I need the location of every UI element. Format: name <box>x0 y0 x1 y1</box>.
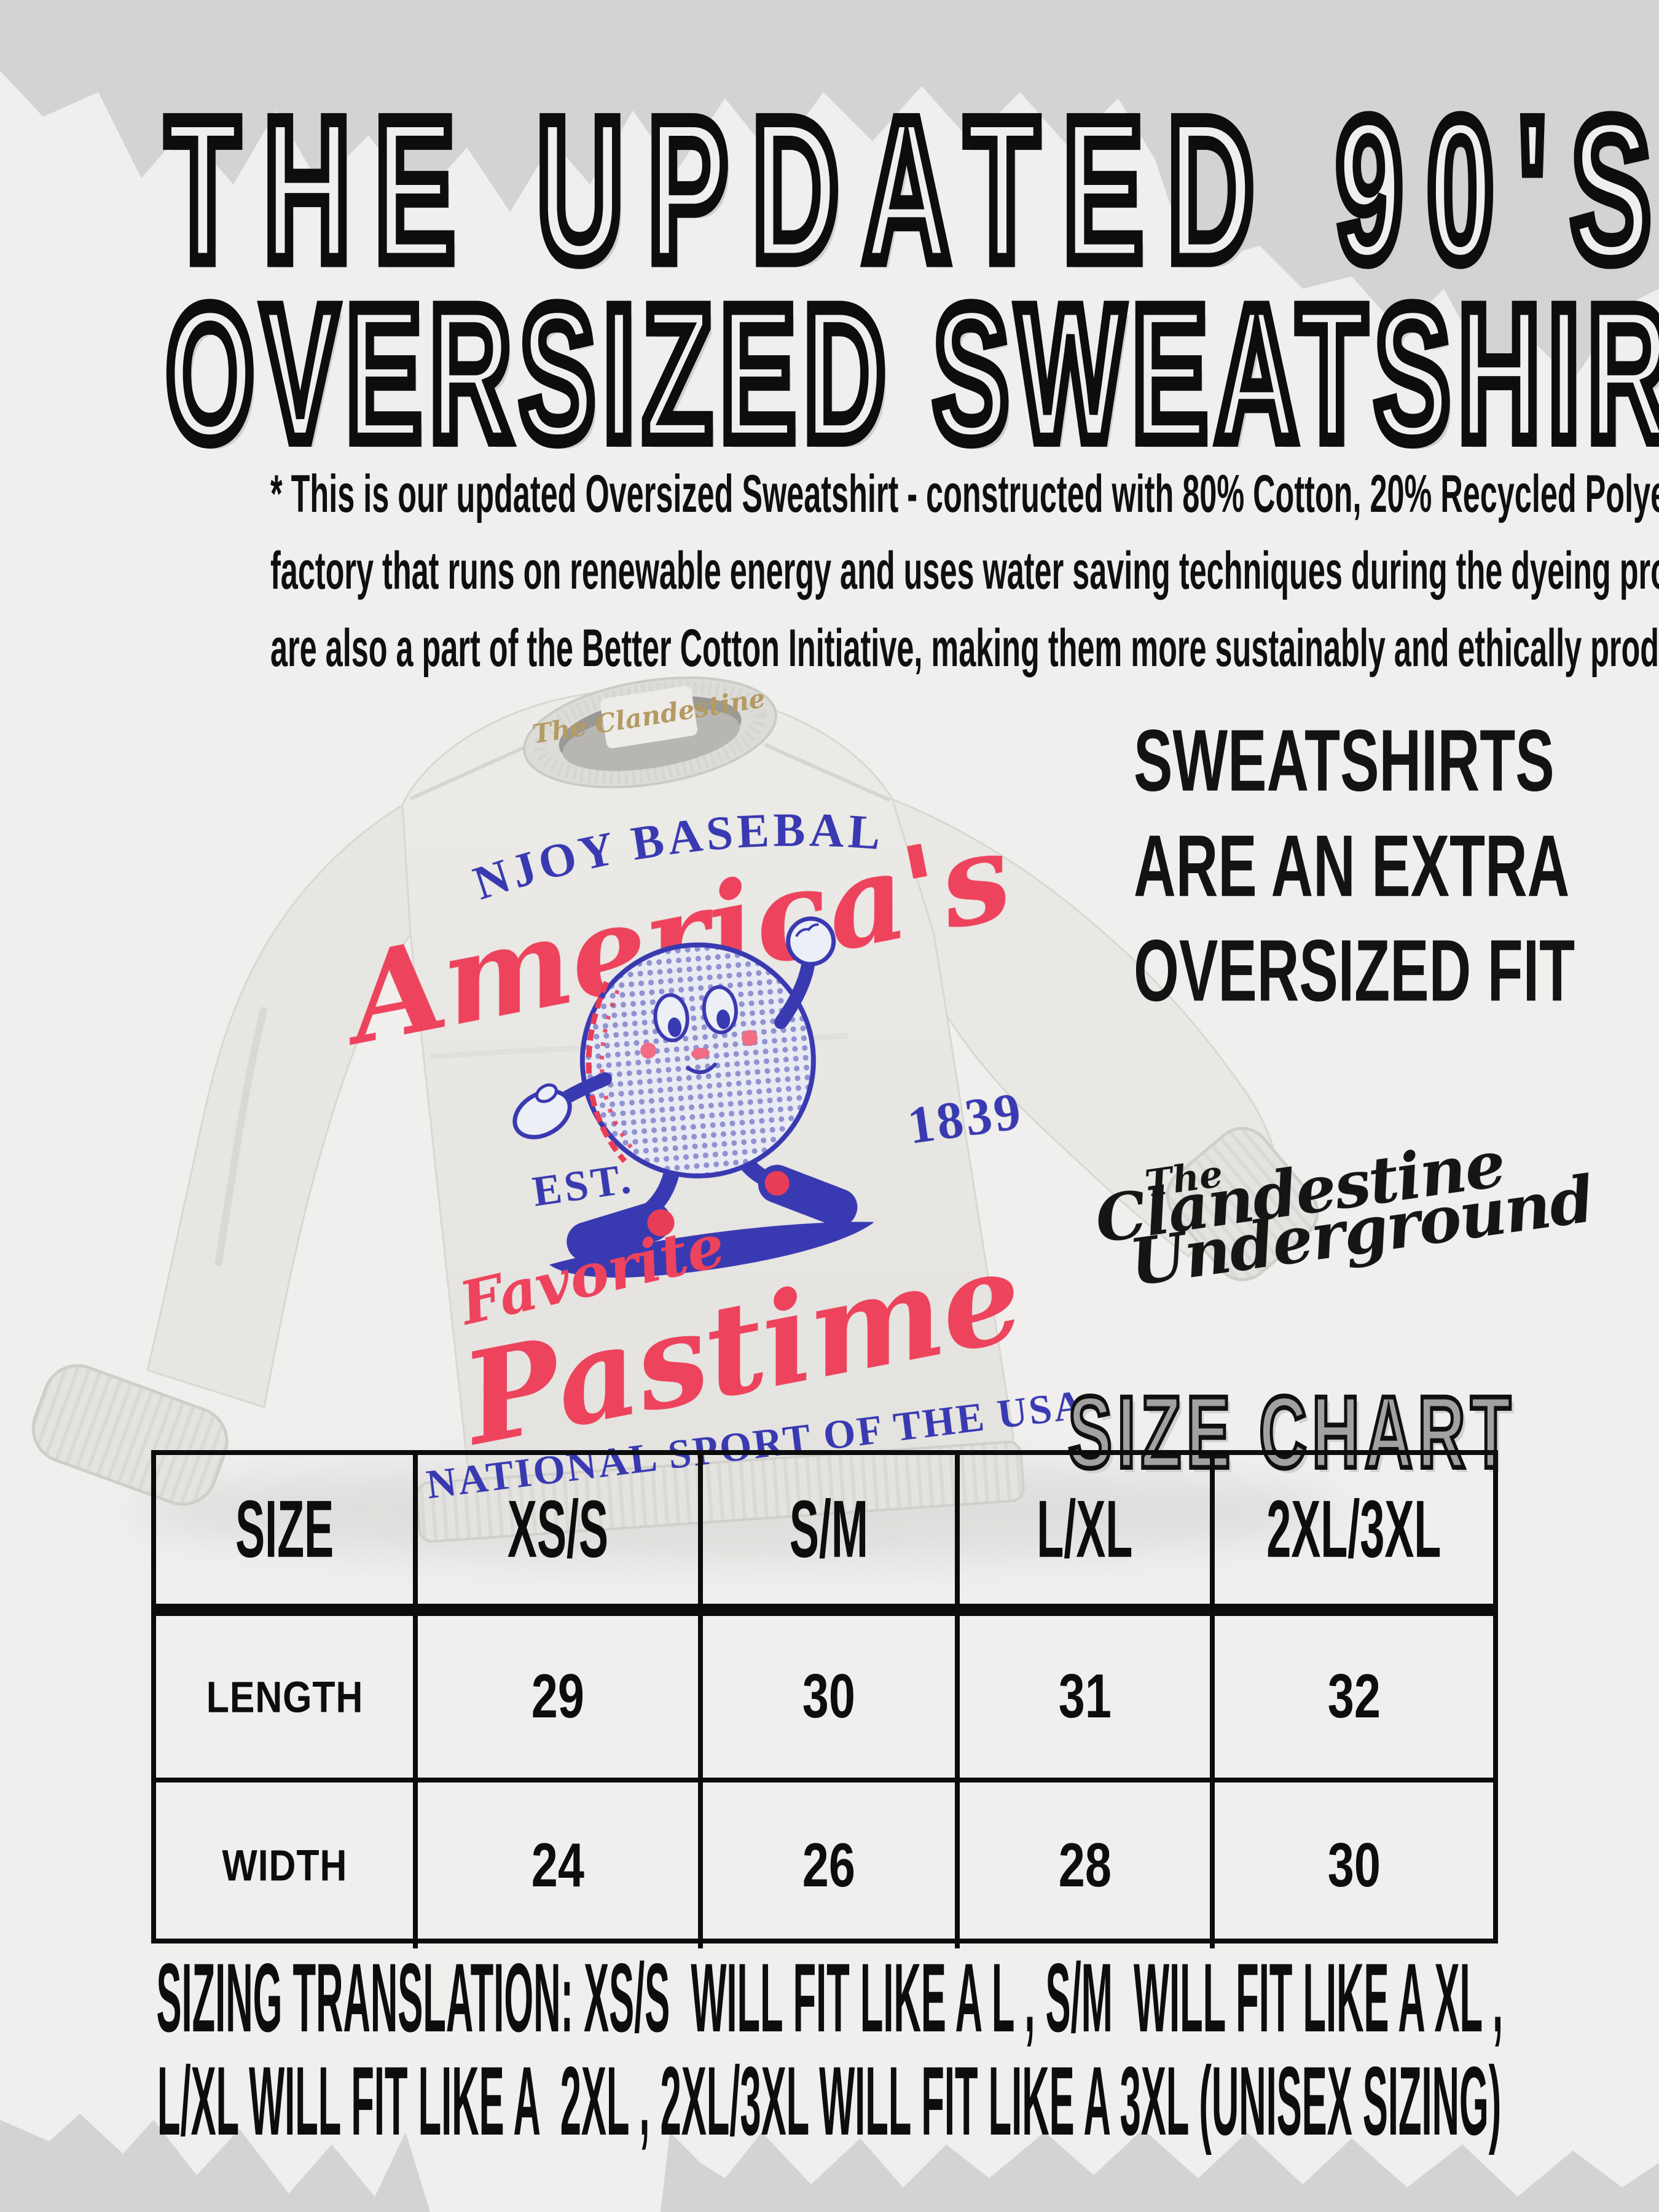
fit-note-line: SWEATSHIRTS <box>1134 711 1555 809</box>
left-cuff <box>31 1364 229 1506</box>
table-cell-length-s-m: 30 <box>702 1616 960 1783</box>
table-header-2xl-3xl: 2XL/3XL <box>1215 1455 1493 1616</box>
table-row-length-label: LENGTH <box>156 1616 418 1783</box>
torn-paper-top <box>0 0 1659 381</box>
product-description: * This is our updated Oversized Sweatshi… <box>270 456 1659 687</box>
table-cell-length-l-xl: 31 <box>959 1616 1215 1783</box>
sweatshirt-right-sleeve <box>890 797 1274 1258</box>
table-cell-width-l-xl: 28 <box>960 1783 1215 1948</box>
torn-paper-bottom <box>0 2114 1659 2212</box>
size-chart-heading: SIZE CHART <box>1067 1373 1516 1492</box>
sweatshirt-left-sleeve <box>146 791 425 1408</box>
sizing-translation-line2: L/XL WILL FIT LIKE A 2XL , 2XL/3XL WILL … <box>157 2047 1502 2156</box>
fit-note-line: OVERSIZED FIT <box>1134 921 1575 1020</box>
baseball-mascot-illustration <box>512 916 874 1278</box>
sizing-translation-line1: SIZING TRANSLATION: XS/S WILL FIT LIKE A… <box>156 1943 1503 2053</box>
table-header-size: SIZE <box>156 1455 418 1616</box>
table-cell-width-xs-s: 24 <box>418 1783 703 1948</box>
page-title-line2: OVERSIZED SWEATSHIRT <box>162 259 1659 487</box>
description-line: * This is our updated Oversized Sweatshi… <box>270 465 1659 524</box>
hem-band <box>416 1440 1025 1543</box>
table-row-width-label: WIDTH <box>156 1783 418 1948</box>
description-line: are also a part of the Better Cotton Ini… <box>270 618 1659 678</box>
table-header-xs-s: XS/S <box>418 1455 703 1616</box>
table-cell-width-s-m: 26 <box>703 1783 960 1948</box>
fit-note-line: ARE AN EXTRA <box>1134 816 1570 915</box>
neck-label <box>600 686 698 748</box>
description-line: factory that runs on renewable energy an… <box>270 541 1659 601</box>
right-cuff <box>1166 1126 1319 1282</box>
fit-note: SWEATSHIRTS ARE AN EXTRA OVERSIZED FIT <box>1134 708 1599 1023</box>
table-header-s-m: S/M <box>702 1455 960 1616</box>
table-cell-length-2xl-3xl: 32 <box>1215 1616 1493 1783</box>
shoulder-seams <box>409 740 891 802</box>
page-title-line1: THE UPDATED 90'S <box>162 69 1659 310</box>
collar: The Clandestine <box>523 676 777 789</box>
table-cell-length-xs-s: 29 <box>418 1616 703 1783</box>
sleeve-fold-line <box>214 1006 268 1266</box>
table-header-l-xl: L/XL <box>959 1455 1215 1616</box>
sweatshirt-photo: The Clandestine ENJOY BASEBALL America's <box>0 0 1339 1561</box>
table-cell-width-2xl-3xl: 30 <box>1327 1830 1381 1900</box>
size-chart-table: SIZE XS/S S/M L/XL 2XL/3XL LENGTH 29 30 … <box>151 1450 1498 1948</box>
